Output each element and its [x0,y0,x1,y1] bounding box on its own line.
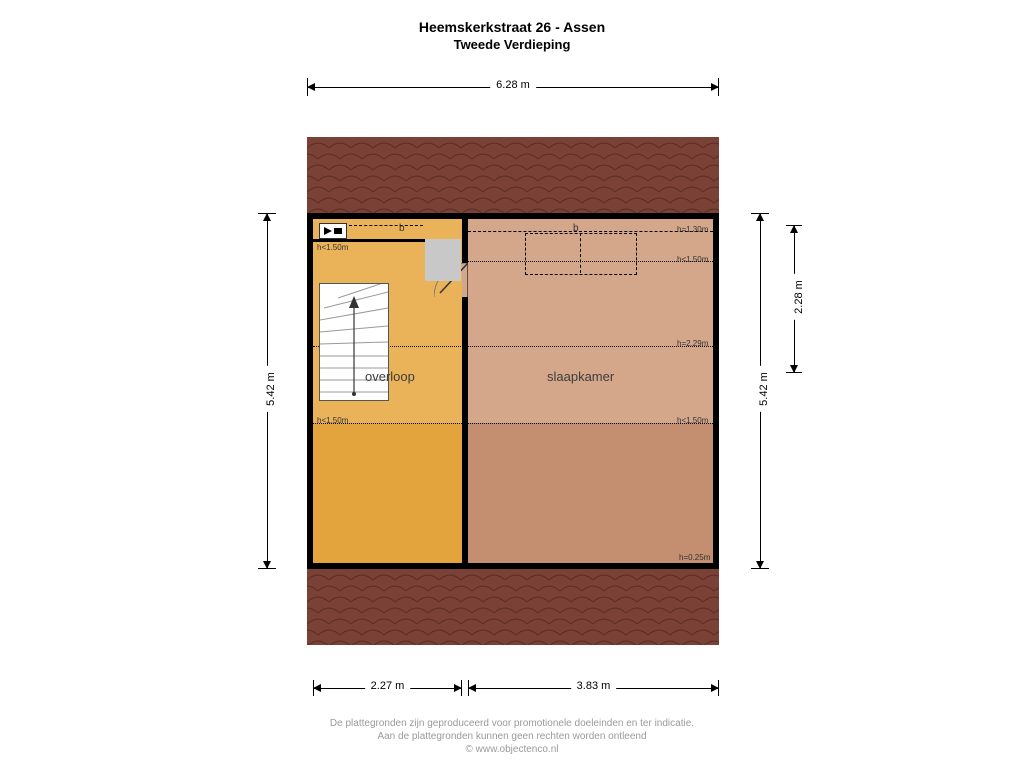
b-label-overloop: b [399,223,405,234]
disclaimer-line2: Aan de plattegronden kunnen geen rechten… [0,730,1024,743]
dim-left-height: 5.42 m [255,213,285,569]
floor-plan: b b overloop slaapkamer h=1.30m h<1.50m … [307,137,719,645]
roof-top [307,137,719,213]
interior: b b overloop slaapkamer h=1.30m h<1.50m … [307,213,719,569]
dim-left-label: 5.42 m [265,366,277,412]
title-block: Heemskerkstraat 26 - Assen Tweede Verdie… [0,18,1024,54]
skylight-outline [525,233,637,275]
disclaimer-line1: De plattegronden zijn geproduceerd voor … [0,717,1024,730]
overloop-top-dashed [349,225,423,226]
label-overloop: overloop [365,369,415,384]
skylight-divider [580,233,581,273]
b-label-slaap: b [573,223,579,234]
dim-right-height-outer: 5.42 m [745,213,775,569]
dim-bl-label: 2.27 m [365,680,411,692]
floor-line: Tweede Verdieping [0,36,1024,54]
ann-h150-overloop-bot: h<1.50m [317,416,348,425]
label-slaapkamer: slaapkamer [547,369,614,384]
dim-top-label: 6.28 m [490,79,536,91]
ann-h229: h=2.29m [677,339,708,348]
dim-br-label: 3.83 m [571,680,617,692]
dim-right-height-inner: 2.28 m [780,225,810,373]
ann-h130: h=1.30m [677,225,708,234]
ann-h150-overloop-top: h<1.50m [317,243,348,252]
dim-bottom-right: 3.83 m [468,680,719,710]
ann-h150-slaap-top: h<1.50m [677,255,708,264]
dim-top-width: 6.28 m [307,78,719,108]
ann-h025: h=0.25m [679,553,710,562]
address-line: Heemskerkstraat 26 - Assen [0,18,1024,36]
disclaimer-line3: © www.objectenco.nl [0,743,1024,756]
closet-box [425,239,461,281]
floorplan-canvas: Heemskerkstraat 26 - Assen Tweede Verdie… [0,0,1024,768]
dim-right-outer-label: 5.42 m [758,366,770,412]
wall-device [319,223,347,239]
dim-bottom-left: 2.27 m [313,680,462,710]
ann-h150-slaap-bot: h<1.50m [677,416,708,425]
dim-right-inner-label: 2.28 m [793,274,805,320]
disclaimer: De plattegronden zijn geproduceerd voor … [0,717,1024,756]
roof-bottom [307,569,719,645]
